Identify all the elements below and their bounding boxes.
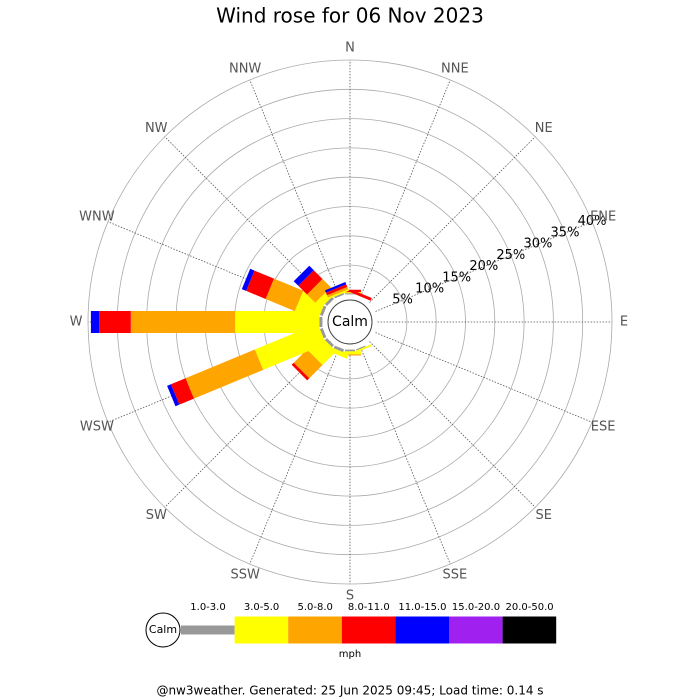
- bar-segment: [319, 317, 323, 327]
- legend-swatch: [502, 616, 557, 644]
- bar-segment: [130, 311, 236, 333]
- bar-segment: [345, 349, 355, 352]
- direction-label: W: [70, 315, 83, 330]
- r-tick-label: 10%: [415, 282, 444, 297]
- bar-segment: [90, 311, 100, 333]
- spoke: [369, 341, 536, 508]
- bar-segment: [167, 384, 180, 407]
- bar-segment: [371, 322, 380, 343]
- legend-label: 11.0-15.0: [398, 602, 446, 613]
- bar-segment: [185, 349, 264, 399]
- chart-title: Wind rose for 06 Nov 2023: [216, 4, 484, 28]
- bar-segment: [327, 289, 349, 300]
- legend-label: 8.0-11.0: [348, 602, 390, 613]
- bar-segment: [319, 305, 327, 317]
- footer: @nw3weather. Generated: 25 Jun 2025 09:4…: [156, 684, 543, 698]
- bar-segment: [333, 345, 345, 353]
- bar-segment: [371, 301, 380, 322]
- bar-segment: [371, 322, 380, 343]
- bar-segment: [254, 323, 326, 370]
- direction-label: SSE: [442, 568, 467, 583]
- legend-swatch: [288, 616, 342, 644]
- bar-segment: [291, 362, 310, 381]
- direction-label: ENE: [590, 210, 616, 225]
- legend-label: 20.0-50.0: [506, 602, 554, 613]
- legend-label: 5.0-8.0: [297, 602, 332, 613]
- grid: 5%10%15%20%25%30%35%40%NNNENEENEEESESESS…: [70, 41, 629, 604]
- bar-segment: [371, 301, 380, 322]
- spoke: [249, 347, 340, 565]
- r-tick-label: 30%: [523, 237, 552, 252]
- bar-segment: [307, 279, 331, 303]
- direction-label: WSW: [80, 419, 114, 434]
- legend-unit: mph: [339, 649, 361, 660]
- spoke: [360, 79, 451, 297]
- legend-calm: [145, 612, 181, 648]
- direction-label: SW: [146, 508, 167, 523]
- legend-label: 15.0-20.0: [452, 602, 500, 613]
- spoke: [375, 332, 593, 423]
- bar-segment: [319, 327, 327, 339]
- direction-label: NW: [145, 121, 168, 136]
- bar-segment: [327, 286, 349, 298]
- spoke: [369, 136, 536, 303]
- bar-segment: [334, 293, 345, 299]
- bar-segment: [324, 338, 334, 348]
- direction-label: WNW: [79, 210, 115, 225]
- direction-label: NE: [535, 121, 553, 136]
- bar-segment: [371, 301, 380, 322]
- bar-segment: [371, 301, 380, 322]
- legend-swatch: [234, 616, 289, 644]
- direction-label: NNE: [441, 61, 469, 76]
- legend-swatch: [341, 616, 396, 644]
- bars: [90, 265, 380, 407]
- calm-circle: [327, 299, 373, 345]
- direction-label: ESE: [591, 419, 616, 434]
- bar-segment: [241, 268, 255, 291]
- direction-label: N: [345, 41, 355, 56]
- bar-segment: [345, 293, 355, 295]
- bar-segment: [325, 284, 348, 296]
- bar-segment: [265, 278, 304, 312]
- direction-label: SSW: [230, 568, 260, 583]
- bar-segment: [373, 306, 378, 317]
- r-tick-label: 5%: [392, 293, 413, 308]
- bar-segment: [325, 282, 347, 293]
- direction-label: NNW: [229, 61, 261, 76]
- bar-segment: [246, 270, 274, 299]
- bar-segment: [371, 322, 380, 343]
- bar-segment: [235, 311, 320, 333]
- direction-label: SE: [536, 508, 552, 523]
- bar-segment: [371, 322, 380, 343]
- r-tick-label: 25%: [496, 248, 525, 263]
- legend-swatch: [181, 625, 235, 635]
- spoke: [375, 221, 593, 312]
- bar-segment: [293, 349, 323, 379]
- legend-swatch: [395, 616, 449, 644]
- bar-segment: [373, 327, 378, 338]
- legend-label: 1.0-3.0: [190, 602, 225, 613]
- spoke: [249, 79, 340, 297]
- bar-segment: [324, 296, 334, 306]
- bar-segment: [355, 345, 366, 351]
- bar-segment: [99, 311, 131, 333]
- bar-segment: [371, 322, 380, 343]
- bar-segment: [371, 322, 380, 343]
- direction-label: E: [620, 315, 628, 330]
- bar-segment: [371, 301, 380, 322]
- direction-label: S: [346, 589, 354, 604]
- legend-swatch: [449, 616, 503, 644]
- bar-segment: [298, 270, 323, 295]
- spoke: [360, 347, 451, 565]
- bar-segment: [350, 289, 372, 301]
- bar-segment: [371, 301, 380, 322]
- legend-label: 3.0-5.0: [244, 602, 279, 613]
- legend-calm-label: Calm: [149, 623, 177, 636]
- calm-label: Calm: [332, 314, 368, 330]
- bar-segment: [293, 265, 314, 286]
- bar-segment: [170, 378, 194, 405]
